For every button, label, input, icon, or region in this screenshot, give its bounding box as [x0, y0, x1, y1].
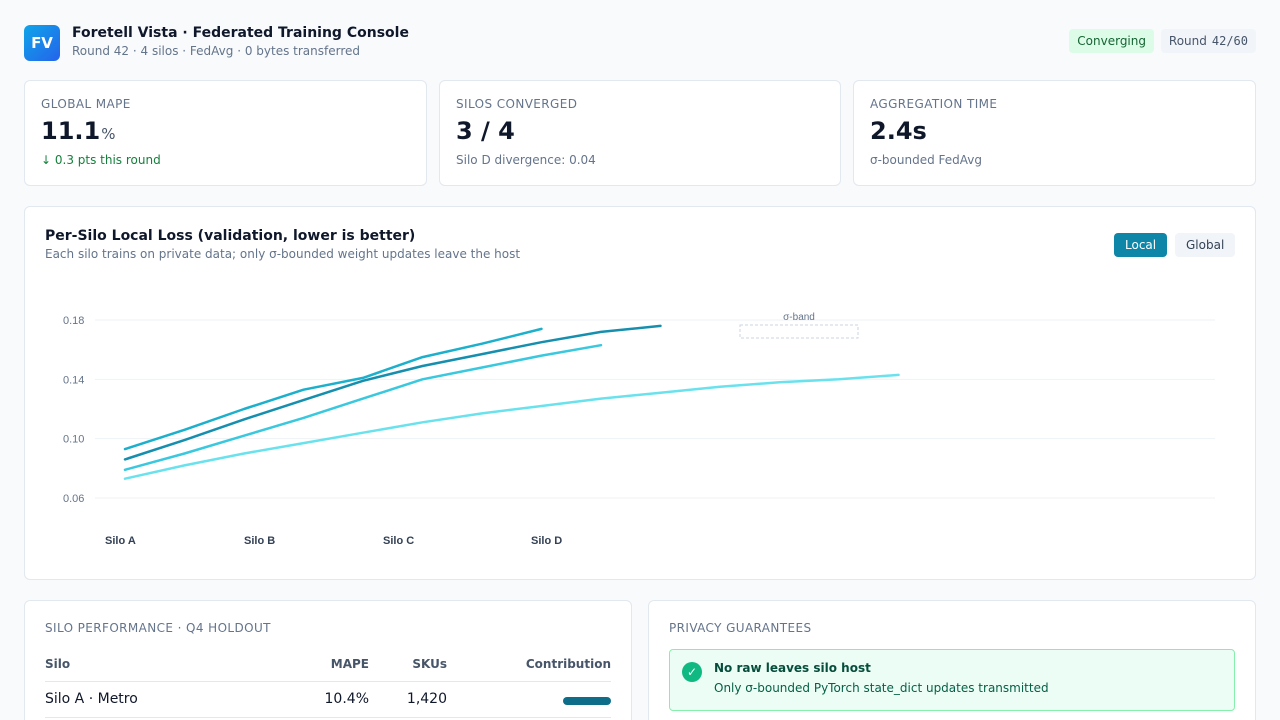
- kpi-note: σ-bounded FedAvg: [870, 153, 983, 167]
- silo-performance-panel: Silo Performance · Q4 Holdout Silo MAPE …: [24, 600, 632, 720]
- section-title: Privacy Guarantees: [669, 621, 812, 635]
- y-tick-label: 0.14: [63, 374, 84, 386]
- toggle-global-button[interactable]: Global: [1175, 233, 1236, 257]
- series-line-3: [123, 343, 603, 472]
- privacy-item: ✓ No raw leaves silo host Only σ-bounded…: [669, 649, 1235, 711]
- cell-skus: 1,420: [406, 691, 447, 707]
- kpi-label: Aggregation Time: [870, 97, 998, 111]
- loss-chart: 0.18 0.14 0.10 0.06 Silo A Silo B Silo C Silo D…: [63, 312, 1215, 547]
- status-badge: Converging: [1069, 29, 1154, 53]
- app-subtitle: Round 42 · 4 silos · FedAvg · 0 bytes tr…: [72, 44, 360, 58]
- privacy-panel: Privacy Guarantees ✓ No raw leaves silo …: [648, 600, 1256, 720]
- cell-mape: 10.4%: [324, 691, 369, 707]
- series-line-1: [123, 327, 543, 451]
- section-title: Silo Performance · Q4 Holdout: [45, 621, 271, 635]
- kpi-value: 2.4s: [870, 117, 927, 145]
- kpi-value: 11.1%: [41, 117, 115, 145]
- x-category-label: Silo D: [531, 535, 562, 547]
- privacy-item-desc: Only σ-bounded PyTorch state_dict update…: [714, 681, 1049, 695]
- x-category-label: Silo B: [244, 535, 275, 547]
- table-divider: [45, 681, 611, 682]
- chart-panel: Per-Silo Local Loss (validation, lower i…: [24, 206, 1256, 580]
- kpi-card-aggregation-time: Aggregation Time 2.4s σ-bounded FedAvg: [853, 80, 1256, 186]
- column-header-silo: Silo: [45, 657, 71, 671]
- kpi-label: Silos Converged: [456, 97, 578, 111]
- x-category-label: Silo A: [105, 535, 136, 547]
- y-tick-label: 0.18: [63, 315, 84, 327]
- cell-silo: Silo A · Metro: [45, 691, 138, 707]
- kpi-card-global-mape: Global MAPE 11.1% ↓ 0.3 pts this round: [24, 80, 427, 186]
- column-header-contribution: Contribution: [525, 657, 611, 671]
- sigma-band-box: [739, 324, 859, 339]
- toggle-local-button[interactable]: Local: [1114, 233, 1168, 257]
- kpi-card-silos-converged: Silos Converged 3 / 4 Silo D divergence:…: [439, 80, 841, 186]
- kpi-trend: ↓ 0.3 pts this round: [41, 153, 161, 167]
- contribution-bar: [563, 697, 611, 705]
- app-logo: FV: [24, 25, 60, 61]
- check-icon: ✓: [682, 662, 702, 682]
- kpi-number: 11.1: [41, 117, 101, 145]
- privacy-item-title: No raw leaves silo host: [714, 661, 871, 675]
- y-tick-label: 0.06: [63, 493, 84, 505]
- kpi-value: 3 / 4: [456, 117, 515, 145]
- series-line-4: [123, 373, 900, 480]
- chart-subtitle: Each silo trains on private data; only σ…: [45, 247, 521, 261]
- column-header-mape: MAPE: [330, 657, 369, 671]
- kpi-label: Global MAPE: [41, 97, 131, 111]
- column-header-skus: SKUs: [412, 657, 447, 671]
- round-label: Round: [1168, 34, 1207, 48]
- chart-title: Per-Silo Local Loss (validation, lower i…: [45, 228, 416, 244]
- series-line-2: [123, 324, 662, 461]
- app-header: FV Foretell Vista · Federated Training C…: [24, 24, 1256, 64]
- kpi-note: Silo D divergence: 0.04: [456, 153, 596, 167]
- y-tick-label: 0.10: [63, 434, 84, 446]
- x-category-label: Silo C: [383, 535, 414, 547]
- round-value: 42/60: [1211, 34, 1248, 48]
- kpi-unit: %: [101, 125, 116, 143]
- round-badge: Round 42/60: [1160, 29, 1256, 53]
- app-title: Foretell Vista · Federated Training Cons…: [72, 25, 409, 41]
- table-divider: [45, 717, 611, 718]
- sigma-band-label: σ-band: [783, 312, 815, 323]
